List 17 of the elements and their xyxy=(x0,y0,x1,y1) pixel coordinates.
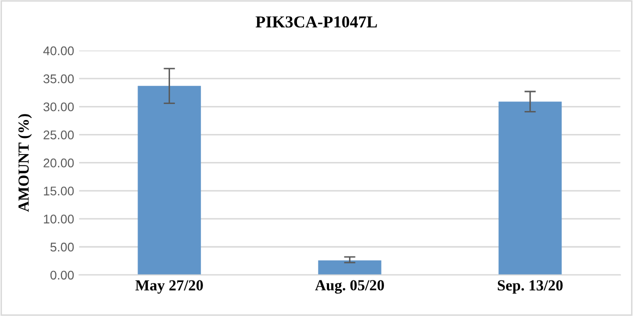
y-tick-label: 0.00 xyxy=(50,270,74,280)
x-tick-label: May 27/20 xyxy=(135,280,203,294)
y-tick-label: 10.00 xyxy=(44,214,74,224)
y-tick-label: 40.00 xyxy=(43,46,74,56)
x-tick-label: Aug. 05/20 xyxy=(315,280,384,294)
chart-title: PIK3CA-P1047L xyxy=(256,16,377,28)
y-tick-label: 35.00 xyxy=(43,74,74,84)
bar xyxy=(318,260,382,275)
y-tick-label: 15.00 xyxy=(44,186,74,196)
bar xyxy=(498,102,562,275)
y-tick-label: 20.00 xyxy=(44,158,74,168)
bar xyxy=(138,86,201,275)
y-tick-label: 5.00 xyxy=(50,242,74,252)
y-tick-label: 30.00 xyxy=(43,102,74,112)
y-axis-title: AMOUNT (%) xyxy=(18,114,32,212)
y-tick-label: 25.00 xyxy=(44,130,74,140)
x-tick-label: Sep. 13/20 xyxy=(498,280,563,294)
